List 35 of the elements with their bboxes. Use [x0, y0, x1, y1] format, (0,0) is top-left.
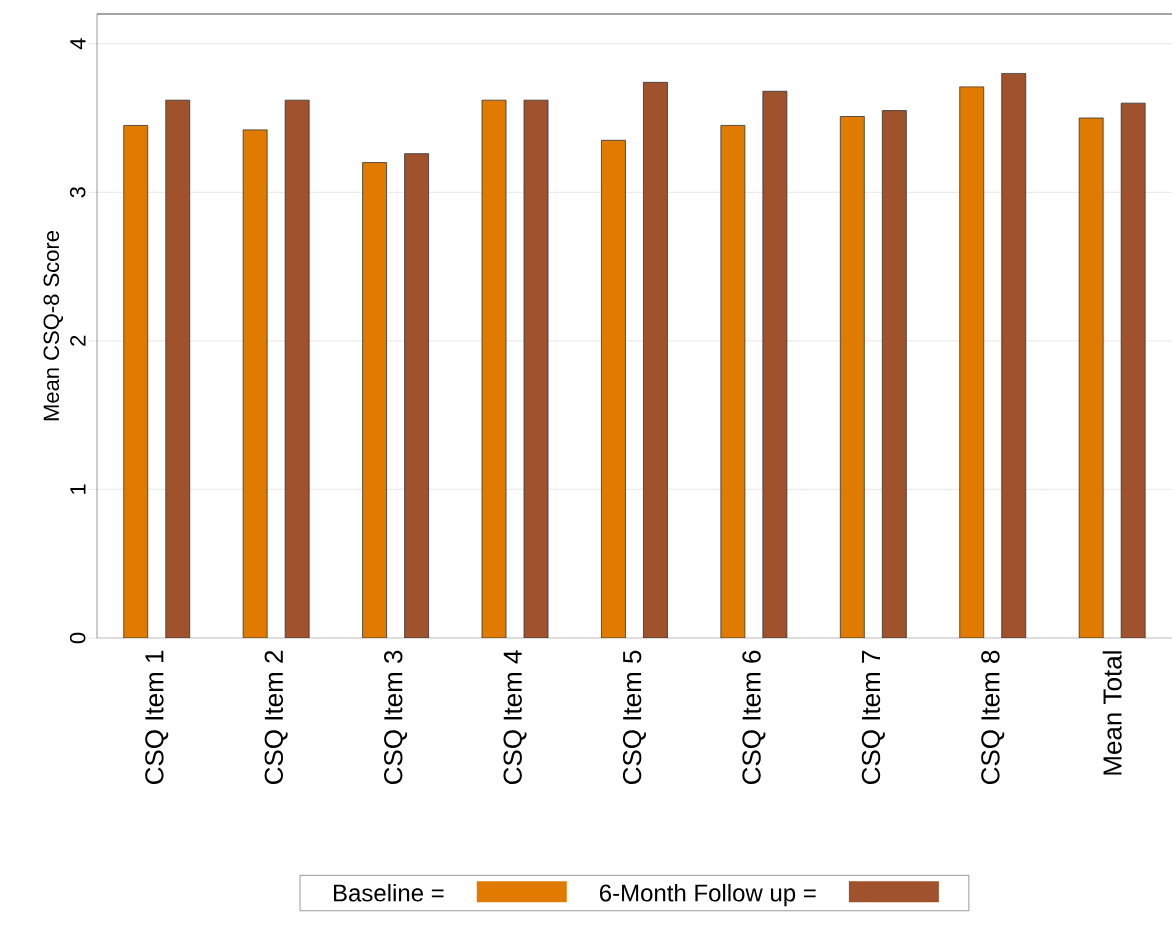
bar: [481, 99, 507, 638]
x-tick-label: Mean Total: [1102, 651, 1122, 775]
bar: [1001, 73, 1027, 638]
bar: [643, 81, 668, 638]
bar: [881, 110, 907, 638]
bar: [404, 153, 429, 638]
bar: [762, 90, 788, 638]
bar: [601, 139, 626, 638]
x-tick-label: CSQ Item 8: [981, 650, 1005, 785]
x-tick-label: CSQ Item 4: [503, 650, 527, 785]
bar: [1078, 117, 1104, 638]
y-tick-label: 3: [69, 187, 86, 198]
bar: [523, 99, 549, 638]
y-tick-label: 0: [69, 632, 86, 644]
bar: [839, 116, 865, 638]
legend-label: Baseline =: [333, 883, 444, 902]
bar: [959, 86, 985, 638]
bar: [362, 162, 387, 638]
y-tick-label: 2: [70, 335, 86, 346]
bar: [1120, 102, 1146, 638]
y-tick-label: 1: [70, 484, 86, 494]
bar: [284, 99, 310, 638]
legend-label: 6-Month Follow up =: [599, 883, 816, 907]
x-tick-label: CSQ Item 5: [622, 650, 646, 785]
bar: [123, 125, 149, 638]
y-axis-title: Mean CSQ-8 Score: [43, 231, 64, 421]
bar: [165, 99, 191, 638]
x-tick-label: CSQ Item 1: [145, 650, 169, 785]
x-tick-label: CSQ Item 3: [384, 650, 408, 785]
x-tick-label: CSQ Item 7: [861, 650, 885, 785]
x-tick-label: CSQ Item 6: [742, 650, 766, 785]
bar: [720, 125, 746, 638]
bar: [242, 129, 268, 638]
y-tick-label: 4: [70, 38, 86, 50]
x-tick-label: CSQ Item 2: [264, 650, 288, 785]
